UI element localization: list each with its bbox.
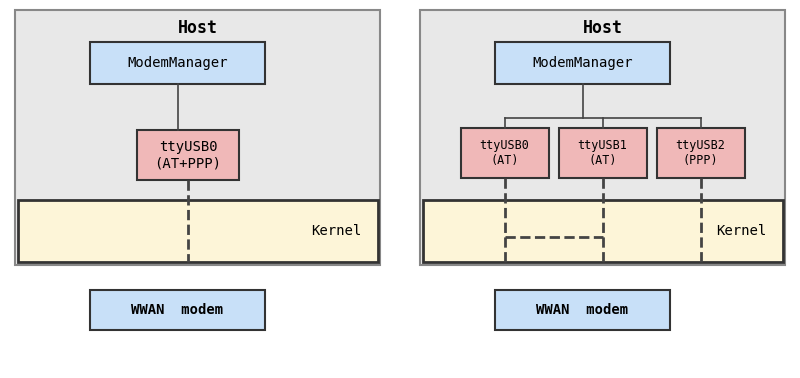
Bar bbox=[137, 130, 239, 180]
Text: Kernel: Kernel bbox=[716, 224, 766, 238]
Text: ttyUSB0
(AT): ttyUSB0 (AT) bbox=[479, 139, 530, 167]
Bar bbox=[423, 200, 783, 262]
Text: WWAN  modem: WWAN modem bbox=[131, 303, 223, 317]
Text: ModemManager: ModemManager bbox=[532, 56, 633, 70]
Text: ttyUSB2
(PPP): ttyUSB2 (PPP) bbox=[675, 139, 726, 167]
Bar bbox=[461, 128, 549, 178]
Bar bbox=[18, 200, 378, 262]
Bar bbox=[90, 42, 265, 84]
Text: Host: Host bbox=[178, 19, 218, 37]
Bar bbox=[495, 290, 670, 330]
Text: Host: Host bbox=[582, 19, 622, 37]
Bar bbox=[420, 10, 785, 265]
Bar bbox=[15, 10, 380, 265]
Bar bbox=[495, 42, 670, 84]
Text: ttyUSB1
(AT): ttyUSB1 (AT) bbox=[578, 139, 627, 167]
Text: Kernel: Kernel bbox=[311, 224, 361, 238]
Bar bbox=[90, 290, 265, 330]
Bar bbox=[657, 128, 745, 178]
Text: ttyUSB0
(AT+PPP): ttyUSB0 (AT+PPP) bbox=[154, 140, 222, 170]
Bar bbox=[558, 128, 646, 178]
Text: ModemManager: ModemManager bbox=[127, 56, 228, 70]
Text: WWAN  modem: WWAN modem bbox=[537, 303, 629, 317]
